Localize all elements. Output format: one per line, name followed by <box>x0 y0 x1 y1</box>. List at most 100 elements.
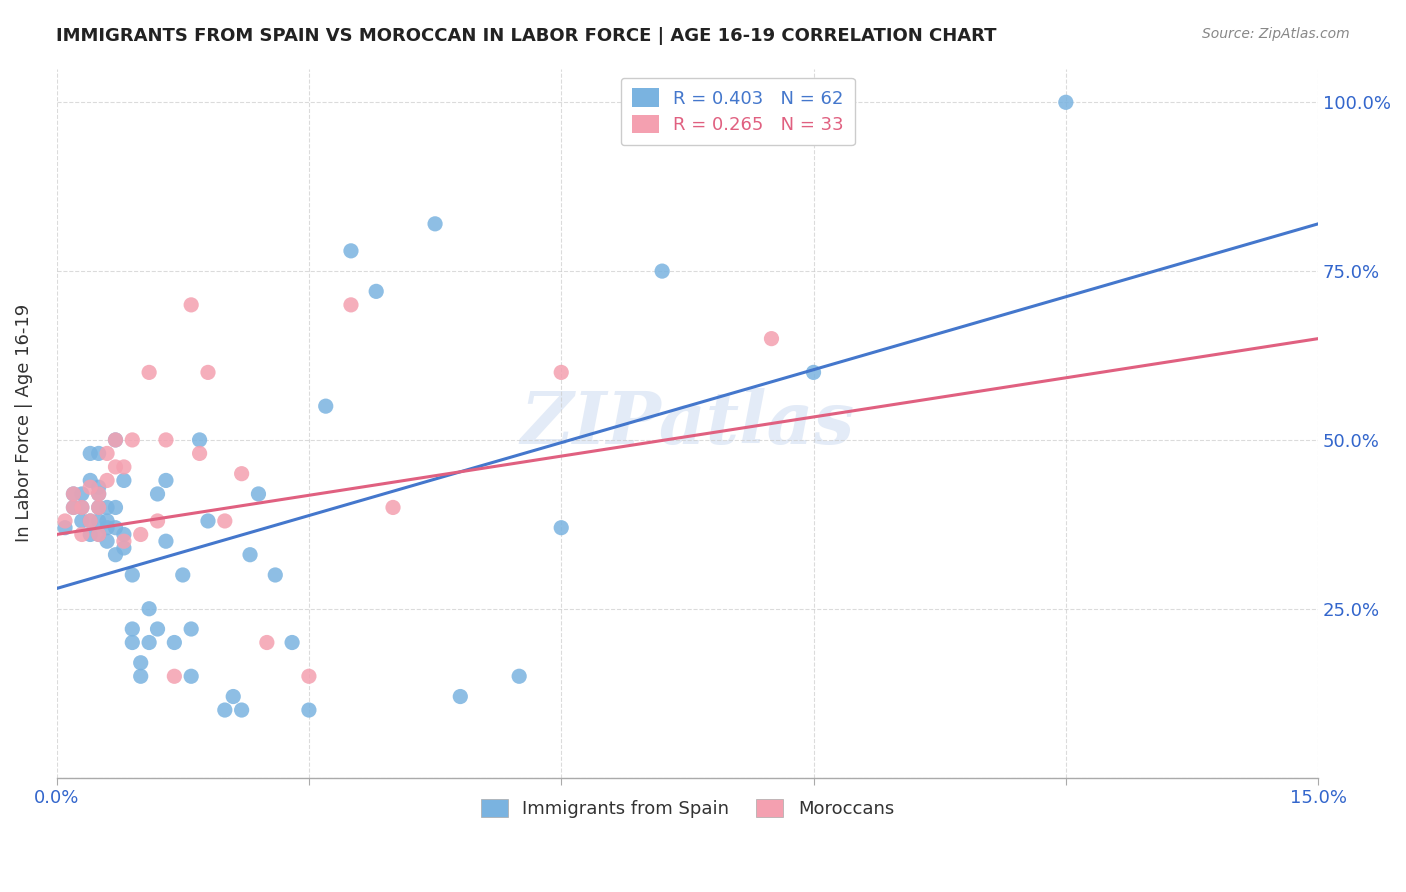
Point <box>62 500 84 515</box>
Point <box>70 500 93 515</box>
Point <box>146 514 169 528</box>
Point <box>96 500 118 515</box>
Point <box>256 635 278 649</box>
Point <box>138 635 160 649</box>
Point <box>449 690 471 704</box>
Point <box>298 669 321 683</box>
Point <box>180 622 202 636</box>
Point <box>104 433 127 447</box>
Point <box>264 568 287 582</box>
Point <box>79 527 101 541</box>
Point <box>104 433 127 447</box>
Point <box>70 527 93 541</box>
Point <box>138 365 160 379</box>
Point <box>315 399 337 413</box>
Point <box>79 474 101 488</box>
Point <box>129 527 152 541</box>
Point <box>96 534 118 549</box>
Point <box>281 635 304 649</box>
Point <box>121 433 143 447</box>
Point <box>121 635 143 649</box>
Point <box>87 500 110 515</box>
Point <box>87 514 110 528</box>
Point <box>155 474 177 488</box>
Point <box>87 527 110 541</box>
Text: ZIPatlas: ZIPatlas <box>520 387 855 458</box>
Point <box>761 332 783 346</box>
Point <box>803 365 825 379</box>
Point <box>79 514 101 528</box>
Point <box>382 500 405 515</box>
Point <box>163 635 186 649</box>
Point <box>1054 95 1077 110</box>
Point <box>87 487 110 501</box>
Point <box>172 568 194 582</box>
Point <box>104 548 127 562</box>
Point <box>188 446 211 460</box>
Point <box>87 487 110 501</box>
Point <box>70 500 93 515</box>
Point <box>104 521 127 535</box>
Point <box>423 217 446 231</box>
Point <box>239 548 262 562</box>
Point <box>62 487 84 501</box>
Point <box>121 622 143 636</box>
Point <box>366 285 388 299</box>
Point <box>188 433 211 447</box>
Point <box>79 480 101 494</box>
Point <box>104 500 127 515</box>
Point <box>79 446 101 460</box>
Point <box>112 541 135 555</box>
Point <box>138 601 160 615</box>
Point <box>87 446 110 460</box>
Point <box>231 467 253 481</box>
Point <box>96 474 118 488</box>
Point <box>87 480 110 494</box>
Text: Source: ZipAtlas.com: Source: ZipAtlas.com <box>1202 27 1350 41</box>
Point <box>180 669 202 683</box>
Point <box>112 527 135 541</box>
Point <box>53 521 76 535</box>
Text: IMMIGRANTS FROM SPAIN VS MOROCCAN IN LABOR FORCE | AGE 16-19 CORRELATION CHART: IMMIGRANTS FROM SPAIN VS MOROCCAN IN LAB… <box>56 27 997 45</box>
Point <box>247 487 270 501</box>
Point <box>508 669 530 683</box>
Point <box>146 622 169 636</box>
Point <box>96 446 118 460</box>
Point <box>96 514 118 528</box>
Point <box>214 514 236 528</box>
Point <box>104 459 127 474</box>
Point <box>79 514 101 528</box>
Point <box>96 521 118 535</box>
Point <box>112 534 135 549</box>
Point <box>340 298 363 312</box>
Point <box>53 514 76 528</box>
Point <box>197 365 219 379</box>
Legend: Immigrants from Spain, Moroccans: Immigrants from Spain, Moroccans <box>474 791 901 825</box>
Point <box>222 690 245 704</box>
Point <box>197 514 219 528</box>
Point <box>550 365 572 379</box>
Point <box>62 500 84 515</box>
Point <box>129 669 152 683</box>
Point <box>550 521 572 535</box>
Point <box>112 474 135 488</box>
Point <box>651 264 673 278</box>
Point <box>70 487 93 501</box>
Y-axis label: In Labor Force | Age 16-19: In Labor Force | Age 16-19 <box>15 304 32 542</box>
Point <box>146 487 169 501</box>
Point <box>214 703 236 717</box>
Point <box>231 703 253 717</box>
Point <box>87 500 110 515</box>
Point <box>112 459 135 474</box>
Point <box>87 527 110 541</box>
Point <box>298 703 321 717</box>
Point <box>62 487 84 501</box>
Point <box>155 534 177 549</box>
Point <box>155 433 177 447</box>
Point <box>129 656 152 670</box>
Point <box>121 568 143 582</box>
Point <box>340 244 363 258</box>
Point <box>70 514 93 528</box>
Point <box>163 669 186 683</box>
Point <box>180 298 202 312</box>
